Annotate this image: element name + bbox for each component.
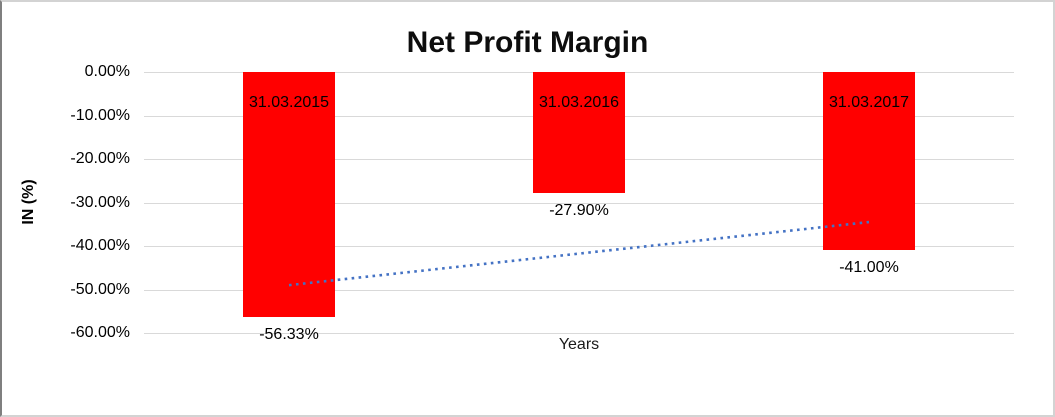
category-label: 31.03.2015 (248, 94, 330, 111)
bar-31.03.2015 (243, 72, 335, 317)
gridline (144, 290, 1014, 291)
trendline-path (288, 220, 870, 287)
y-tick-label: -20.00% (70, 150, 130, 167)
value-label: -41.00% (839, 259, 899, 276)
y-axis-tick-labels: 0.00% -10.00% -20.00% -30.00% -40.00% -50.00%… (2, 2, 130, 415)
y-tick-label: -40.00% (70, 237, 130, 254)
y-tick-label: -60.00% (70, 324, 130, 341)
value-label: -56.33% (259, 326, 319, 343)
bar-31.03.2016 (533, 72, 625, 193)
category-label: 31.03.2016 (538, 94, 620, 111)
value-label: -27.90% (549, 202, 609, 219)
chart-title: Net Profit Margin (406, 26, 649, 59)
y-tick-label: -30.00% (70, 194, 130, 211)
y-tick-label: -10.00% (70, 107, 130, 124)
bar-31.03.2017 (823, 72, 915, 250)
x-axis-title: Years (558, 336, 600, 353)
category-label: 31.03.2017 (828, 94, 910, 111)
y-tick-label: 0.00% (84, 63, 130, 80)
gridline (144, 333, 1014, 334)
gridline (144, 203, 1014, 204)
gridline (144, 246, 1014, 247)
y-tick-label: -50.00% (70, 281, 130, 298)
plot-area: 31.03.2015 -56.33% 31.03.2016 -27.90% 31.03.… (144, 72, 1014, 343)
